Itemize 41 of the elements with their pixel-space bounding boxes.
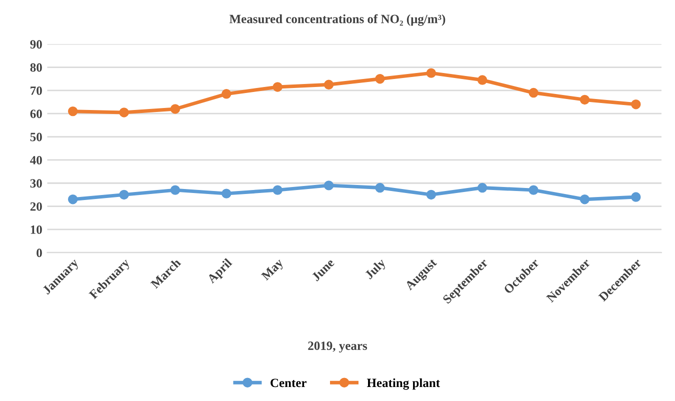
point: [631, 192, 641, 202]
point: [222, 188, 232, 198]
x-tick-label: May: [260, 258, 286, 283]
y-tick-label: 20: [30, 202, 42, 211]
point: [426, 190, 436, 200]
y-tick-label: 40: [30, 156, 42, 164]
y-tick-label: 60: [30, 110, 42, 118]
point: [170, 104, 180, 114]
y-tick-label: 80: [30, 63, 42, 72]
point: [580, 194, 590, 204]
x-tick-label: July: [364, 258, 388, 282]
point: [272, 82, 282, 92]
chart-title: Measured concentrations of NO₂ (μg/m³): [230, 14, 446, 26]
legend-label: Heating plant: [366, 378, 440, 390]
point: [68, 106, 78, 116]
point: [170, 185, 180, 195]
point: [119, 108, 129, 118]
point: [375, 74, 385, 84]
y-tick-label: 70: [30, 86, 42, 95]
y-tick-label: 50: [30, 132, 42, 142]
x-axis-title: 2019, years: [308, 342, 368, 353]
x-tick-label: June: [311, 258, 335, 282]
point: [528, 185, 538, 195]
point: [477, 75, 488, 85]
y-tick-label: 10: [30, 225, 42, 234]
legend-label: Center: [270, 378, 306, 388]
point: [528, 88, 538, 98]
y-tick-label: 30: [30, 179, 42, 188]
point: [631, 99, 641, 110]
point: [580, 94, 590, 105]
y-tick-label: 0: [36, 248, 42, 258]
point: [119, 190, 129, 200]
point: [324, 80, 334, 90]
point: [68, 194, 78, 204]
point: [324, 180, 334, 190]
point: [375, 182, 385, 193]
point: [477, 182, 488, 193]
point: [222, 89, 232, 99]
point: [426, 68, 436, 78]
y-tick-label: 90: [30, 40, 42, 49]
point: [272, 185, 282, 195]
